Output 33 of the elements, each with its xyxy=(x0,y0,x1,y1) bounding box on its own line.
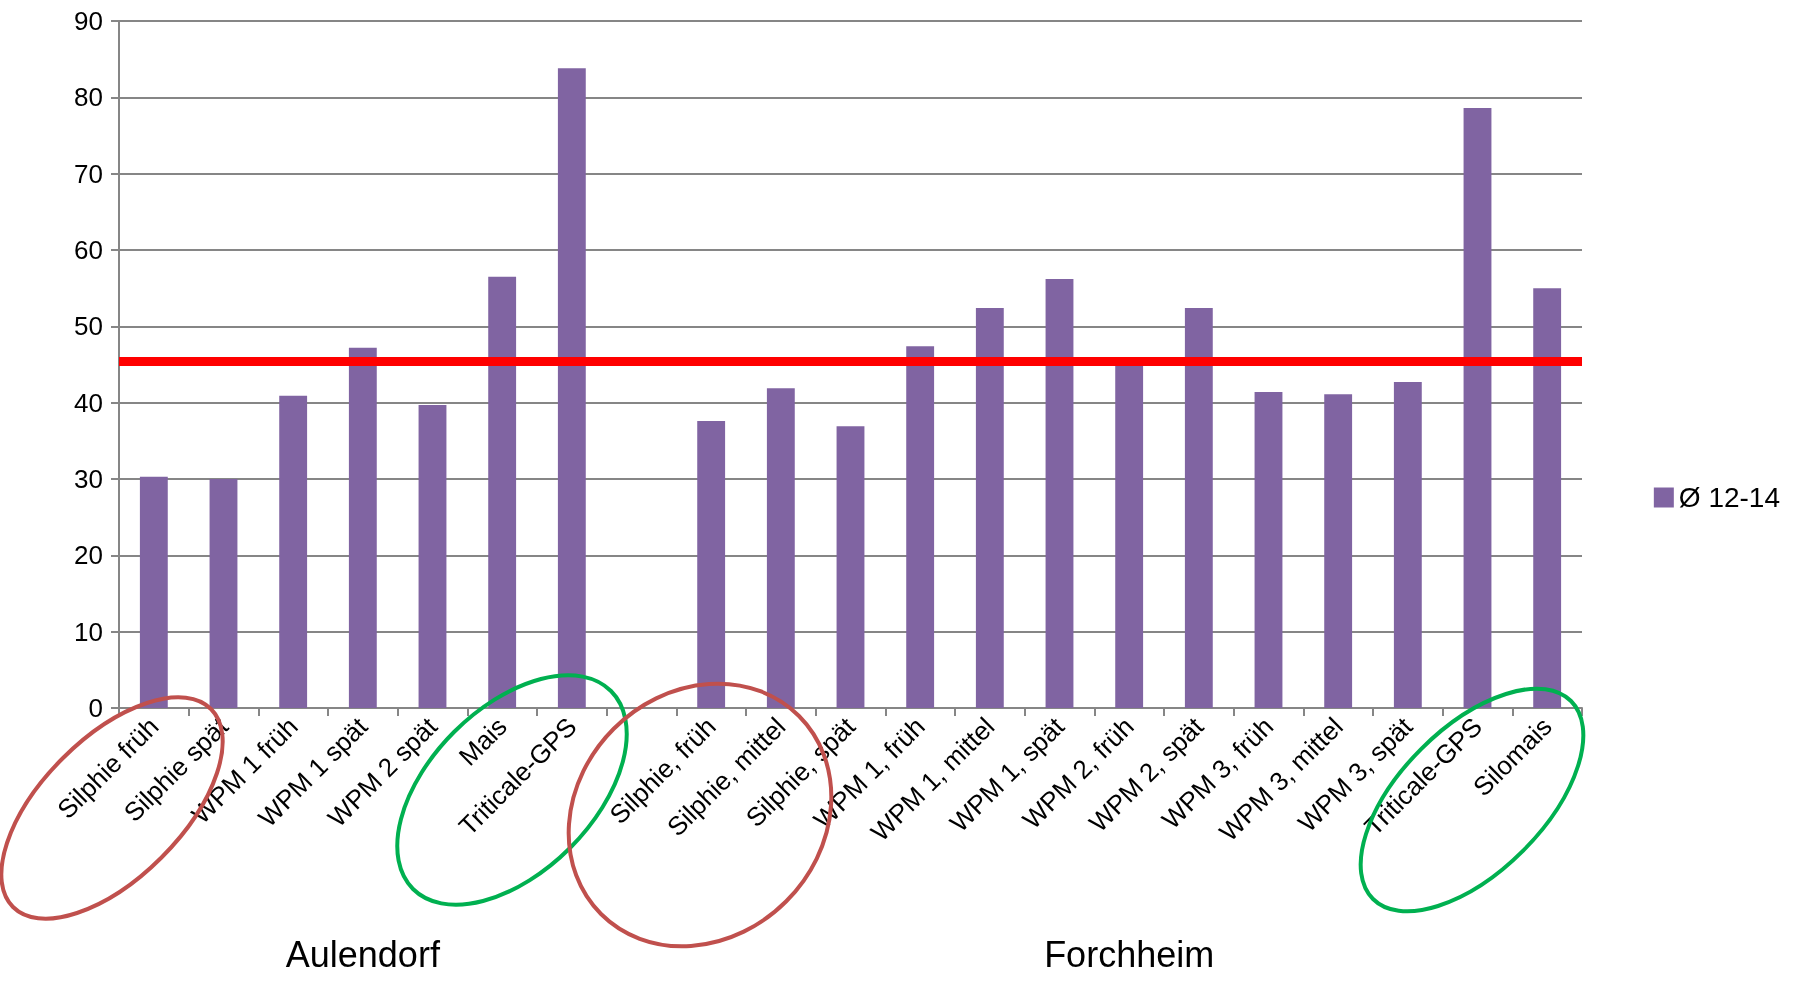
bar xyxy=(836,426,865,708)
bar xyxy=(1115,364,1144,708)
bar xyxy=(139,476,168,708)
y-tick-label: 80 xyxy=(74,82,103,113)
text: Forchheim xyxy=(1044,934,1215,976)
bar xyxy=(1324,394,1353,708)
y-tick-label: 40 xyxy=(74,387,103,418)
bar xyxy=(906,346,935,708)
text: Aulendorf xyxy=(285,934,440,976)
bar xyxy=(1393,382,1422,708)
y-tick-label: 30 xyxy=(74,464,103,494)
y-tick-label: 70 xyxy=(74,158,103,189)
y-tick-label: 20 xyxy=(74,540,103,571)
y-tick-label: 0 xyxy=(88,693,103,723)
y-tick-label: 10 xyxy=(74,616,103,647)
bar xyxy=(209,479,238,708)
bar xyxy=(1254,391,1283,708)
bar xyxy=(975,308,1004,708)
y-tick-label: 50 xyxy=(74,311,103,342)
bar xyxy=(766,388,795,708)
bar xyxy=(557,68,586,708)
y-tick-label: 90 xyxy=(74,6,103,36)
bar xyxy=(418,404,447,708)
bar xyxy=(348,347,377,708)
legend-label: Ø 12-14 xyxy=(1678,482,1780,513)
bar xyxy=(1533,288,1562,708)
bar xyxy=(279,395,308,708)
bar xyxy=(488,276,517,708)
y-tick-label: 60 xyxy=(74,235,103,265)
bar xyxy=(697,420,726,708)
bar xyxy=(1045,279,1074,708)
bar xyxy=(1184,308,1213,708)
bar xyxy=(1463,108,1492,708)
